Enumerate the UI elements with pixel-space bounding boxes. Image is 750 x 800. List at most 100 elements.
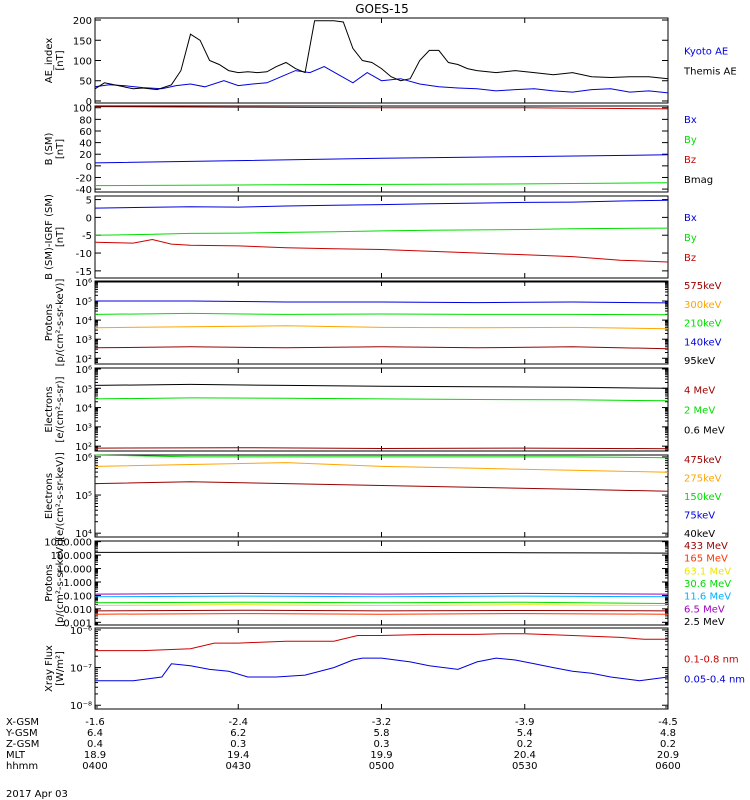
y-tick-label: 10⁶ <box>75 278 92 289</box>
legend-entry: 95keV <box>684 356 715 367</box>
y-tick-label: -20 <box>76 173 92 184</box>
y-axis-label: AE_index <box>44 38 55 84</box>
legend-entry: 40keV <box>684 529 715 540</box>
legend-entry: 4 MeV <box>684 386 715 397</box>
legend-entry: 75keV <box>684 511 715 522</box>
y-tick-label: 10⁵ <box>75 384 92 395</box>
panel-electrons1: 10² 10³ 10⁴ 10⁵ 10⁶ Electrons [e/(cm²-s-sr)] 4 … <box>44 365 725 453</box>
series-line-0-6-mev <box>94 383 669 389</box>
x-row-value: -3.2 <box>372 717 392 728</box>
panel-frame <box>94 195 669 279</box>
panel-protons2: 0.001 0.010 0.100 1.000 10.000 100.000 1000.00… <box>44 538 731 630</box>
y-tick-label: 0.010 <box>63 605 92 616</box>
legend-entry: Bx <box>684 213 697 224</box>
x-row-value: 0.2 <box>660 739 676 750</box>
y-axis-label: [W/m²] <box>55 651 66 686</box>
x-row-value: 0.3 <box>374 739 390 750</box>
y-axis-label: [p/(cm²-s-sr-keV)] <box>55 279 66 367</box>
panel-frame <box>94 627 669 710</box>
series-line-bx <box>94 199 669 209</box>
panel-frame <box>94 105 669 193</box>
y-axis-label: B (SM) <box>44 132 55 165</box>
legend-entry: Bmag <box>684 175 713 186</box>
panel-bigrf: -15 -10 -5 0 5 B (SM)-IGRF (SM) [nT] Bx By Bz <box>44 194 697 280</box>
x-row-value: 18.9 <box>84 750 106 761</box>
x-row-value: 5.8 <box>374 728 390 739</box>
x-row-label: hhmm <box>6 761 38 772</box>
y-tick-label: 10⁻⁶ <box>70 626 92 637</box>
legend-entry: 210keV <box>684 319 722 330</box>
y-axis-label: [nT] <box>55 139 66 159</box>
legend-entry: Themis AE <box>683 67 737 78</box>
y-axis-label: [nT] <box>55 227 66 247</box>
y-tick-label: 10⁵ <box>75 491 92 502</box>
panel-frame <box>94 17 669 104</box>
legend-entry: 575keV <box>684 281 722 292</box>
legend-entry: 150keV <box>684 492 722 503</box>
panel-electrons2: 10⁴ 10⁵ 10⁶ Electrons [e/(cm²-s-sr-keV)] 475k… <box>44 452 722 540</box>
series-line-by <box>94 227 669 236</box>
legend-entry: 275keV <box>684 474 722 485</box>
y-axis-label: [e/(cm²-s-sr)] <box>55 376 66 442</box>
y-tick-label: 0.100 <box>63 591 92 602</box>
legend-entry: Kyoto AE <box>684 47 728 58</box>
x-row-value: -3.9 <box>515 717 535 728</box>
y-axis-label: Electrons <box>44 386 55 432</box>
y-tick-label: 10² <box>75 442 92 453</box>
y-tick-label: 200 <box>73 16 92 27</box>
y-tick-label: -5 <box>82 231 92 242</box>
y-tick-label: 1000.000 <box>44 538 92 549</box>
y-tick-label: 10³ <box>75 335 92 346</box>
y-tick-label: -10 <box>76 249 92 260</box>
legend-entry: 11.6 MeV <box>684 592 731 603</box>
series-line-150kev <box>94 454 669 459</box>
y-tick-label: 0 <box>86 97 92 108</box>
y-axis-label: [p/(cm²-s-sr-keV)] <box>55 539 66 627</box>
panel-xray: 10⁻⁸ 10⁻⁷ 10⁻⁶ Xray Flux [W/m²] 0.1-0.8 nm 0.0… <box>44 626 745 712</box>
y-tick-label: 10⁴ <box>75 529 92 540</box>
x-row-value: 0430 <box>226 761 251 772</box>
series-line-11-6-mev <box>94 595 669 598</box>
y-tick-label: 0 <box>86 162 92 173</box>
y-tick-label: 10⁴ <box>75 404 92 415</box>
x-row-value: 0530 <box>512 761 537 772</box>
y-tick-label: 5 <box>86 196 92 207</box>
y-tick-label: 60 <box>79 127 92 138</box>
y-tick-label: 10⁶ <box>75 453 92 464</box>
legend-entry: 2.5 MeV <box>684 617 725 628</box>
y-tick-label: 10³ <box>75 423 92 434</box>
y-tick-label: 10⁵ <box>75 297 92 308</box>
legend-entry: By <box>684 233 697 244</box>
series-line-95kev <box>94 346 669 350</box>
y-tick-label: 10⁶ <box>75 365 92 376</box>
x-row-value: 0.2 <box>517 739 533 750</box>
y-axis-label: Protons <box>44 304 55 341</box>
x-row-value: 4.8 <box>660 728 676 739</box>
series-line-kyoto-ae <box>94 66 669 94</box>
legend-entry: 63.1 MeV <box>684 566 731 577</box>
series-line-by <box>94 182 669 187</box>
panel-frame <box>94 540 669 626</box>
x-row-value: -4.5 <box>658 717 678 728</box>
y-tick-label: 0.001 <box>63 618 92 629</box>
legend-entry: 30.6 MeV <box>684 579 731 590</box>
y-tick-label: 150 <box>73 36 92 47</box>
legend-entry: 433 MeV <box>684 541 728 552</box>
y-tick-label: 10.000 <box>57 565 92 576</box>
series-line-63-1-mev <box>94 604 669 607</box>
y-tick-label: 100 <box>73 104 92 115</box>
series-line-2-5-mev <box>94 609 669 612</box>
series-line-bz <box>94 238 669 263</box>
panel-ae: 0 50 100 150 200 AE_index [nT] Kyoto AE Themis A… <box>44 16 737 108</box>
date-label: 2017 Apr 03 <box>6 789 68 800</box>
y-axis-label: [nT] <box>55 50 66 70</box>
legend-entry: 475keV <box>684 455 722 466</box>
series-line-6-5-mev <box>94 592 669 595</box>
legend-entry: Bz <box>684 155 696 166</box>
x-row-value: 6.2 <box>230 728 246 739</box>
x-row-label: MLT <box>6 750 26 761</box>
x-row-value: 0600 <box>655 761 680 772</box>
series-line-433-mev <box>94 551 669 554</box>
legend-entry: 2 MeV <box>684 406 715 417</box>
legend-entry: Bz <box>684 253 696 264</box>
